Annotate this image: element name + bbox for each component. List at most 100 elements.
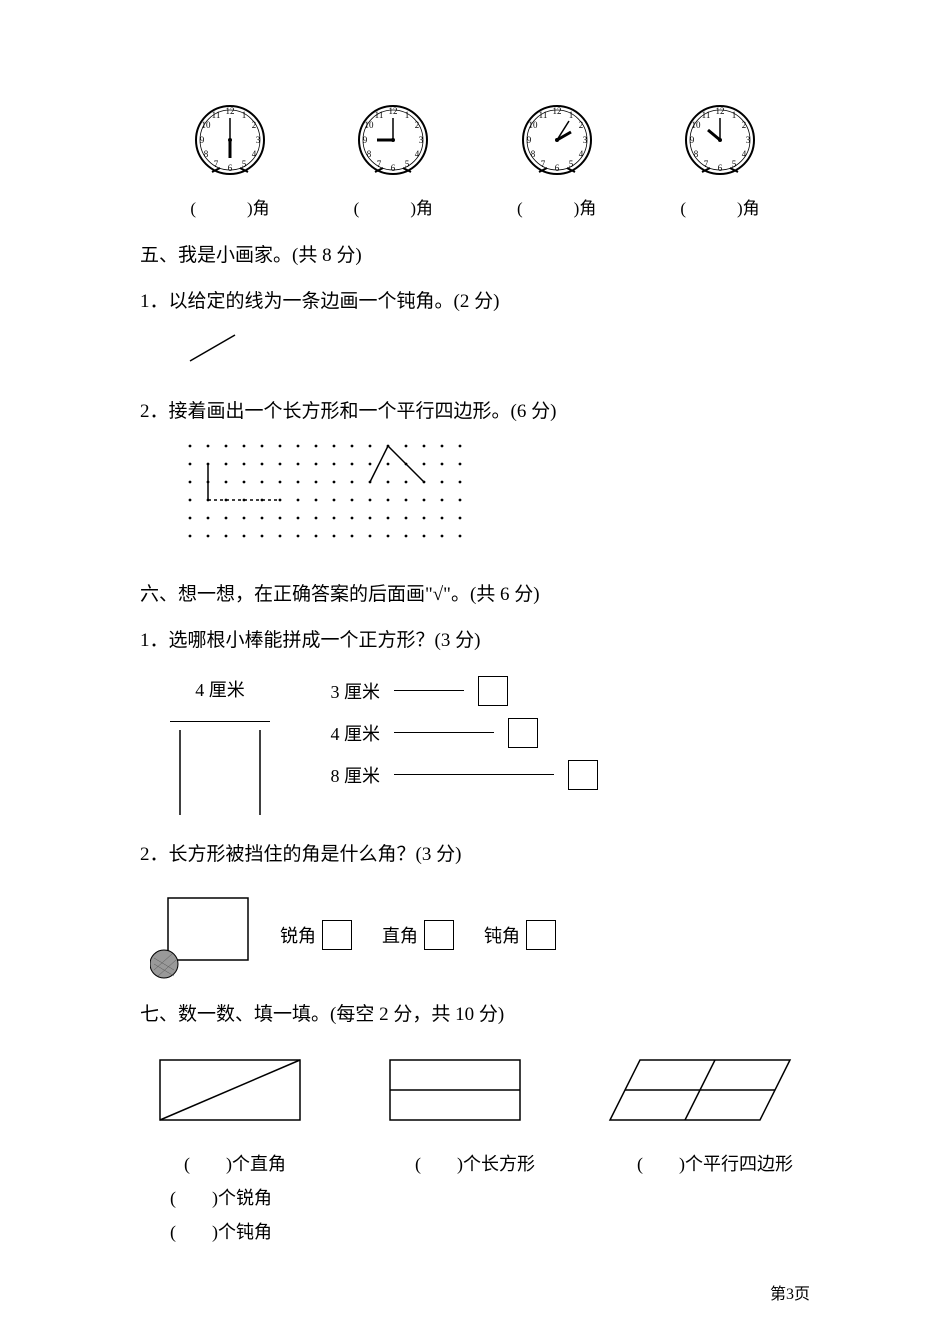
svg-text:9: 9 <box>200 135 205 145</box>
q7-shape-2 <box>380 1050 530 1136</box>
svg-text:9: 9 <box>526 135 531 145</box>
section7-header: 七、数一数、填一填。(每空 2 分，共 10 分) <box>140 998 810 1032</box>
section6-q1: 1．选哪根小棒能拼成一个正方形？(3 分) <box>140 624 810 658</box>
svg-text:8: 8 <box>367 149 372 159</box>
angle-options: 锐角 直角 钝角 <box>280 920 556 950</box>
svg-text:1: 1 <box>405 110 410 120</box>
paren-open: ( <box>517 199 523 218</box>
angle-suffix: )角 <box>574 199 597 218</box>
clock-label-2: ( )角 <box>333 194 453 219</box>
stick-checkbox-2[interactable] <box>508 718 538 748</box>
svg-text:11: 11 <box>212 110 221 120</box>
angle-opt-label-2: 直角 <box>382 922 418 948</box>
section5-q2: 2．接着画出一个长方形和一个平行四边形。(6 分) <box>140 395 810 429</box>
svg-text:1: 1 <box>732 110 737 120</box>
svg-text:4: 4 <box>742 149 747 159</box>
q7-shape-3 <box>600 1050 800 1136</box>
stick-line-1 <box>394 690 464 691</box>
svg-text:1: 1 <box>568 110 573 120</box>
paren-open: ( <box>190 199 196 218</box>
svg-text:3: 3 <box>419 135 424 145</box>
svg-text:7: 7 <box>540 159 545 169</box>
svg-text:9: 9 <box>363 135 368 145</box>
clock-face-3: 1212 345 678 91011 <box>517 100 597 180</box>
angle-opt-label-1: 锐角 <box>280 922 316 948</box>
svg-text:6: 6 <box>554 163 559 173</box>
angle-opt-label-3: 钝角 <box>484 922 520 948</box>
clock-face-1: 1212 345 678 91011 <box>190 100 270 180</box>
stick-opt-label-3: 8 厘米 <box>320 762 380 788</box>
svg-text:2: 2 <box>415 120 420 130</box>
q7-extra-1: ( )个锐角 <box>170 1184 800 1210</box>
q7-shapes-row <box>150 1050 800 1136</box>
stick-options: 3 厘米 4 厘米 8 厘米 <box>320 676 598 790</box>
section5-q1: 1．以给定的线为一条边画一个钝角。(2 分) <box>140 285 810 319</box>
angle-checkbox-3[interactable] <box>526 920 556 950</box>
clock-item-3: 1212 345 678 91011 ( )角 <box>497 100 617 219</box>
clock-label-4: ( )角 <box>660 194 780 219</box>
stick-option-3: 8 厘米 <box>320 760 598 790</box>
stick-opt-label-1: 3 厘米 <box>320 678 380 704</box>
svg-text:12: 12 <box>226 106 235 116</box>
angle-suffix: )角 <box>410 199 433 218</box>
q7-shape-1 <box>150 1050 310 1136</box>
svg-text:5: 5 <box>568 159 573 169</box>
paren-open: ( <box>354 199 360 218</box>
clock-label-3: ( )角 <box>497 194 617 219</box>
clock-item-1: 1212 345 678 91011 ( )角 <box>170 100 290 219</box>
svg-text:7: 7 <box>704 159 709 169</box>
angle-opt-right: 直角 <box>382 920 454 950</box>
sticks-block: 4 厘米 3 厘米 4 厘米 8 厘米 <box>170 676 810 820</box>
stick-checkbox-1[interactable] <box>478 676 508 706</box>
svg-text:2: 2 <box>252 120 257 130</box>
svg-text:5: 5 <box>242 159 247 169</box>
q7-label-1: ( )个直角 <box>150 1150 320 1176</box>
svg-text:2: 2 <box>578 120 583 130</box>
angle-suffix: )角 <box>737 199 760 218</box>
svg-text:12: 12 <box>389 106 398 116</box>
svg-text:4: 4 <box>252 149 257 159</box>
svg-text:8: 8 <box>530 149 535 159</box>
svg-text:5: 5 <box>732 159 737 169</box>
clock-face-2: 1212 345 678 91011 <box>353 100 433 180</box>
svg-text:11: 11 <box>702 110 711 120</box>
q7-label-2: ( )个长方形 <box>390 1150 560 1176</box>
stick-left: 4 厘米 <box>170 676 270 820</box>
svg-text:7: 7 <box>214 159 219 169</box>
svg-text:5: 5 <box>405 159 410 169</box>
stick-option-2: 4 厘米 <box>320 718 598 748</box>
page-number: 第3页 <box>770 1280 810 1304</box>
clock-row: 1212 345 678 91011 ( )角 1212 345 678 910… <box>170 100 780 219</box>
svg-text:6: 6 <box>391 163 396 173</box>
angle-checkbox-2[interactable] <box>424 920 454 950</box>
svg-text:9: 9 <box>690 135 695 145</box>
hidden-angle-block: 锐角 直角 钝角 <box>150 890 810 980</box>
svg-text:1: 1 <box>242 110 247 120</box>
svg-text:3: 3 <box>256 135 261 145</box>
svg-text:11: 11 <box>375 110 384 120</box>
dot-grid <box>180 440 810 566</box>
svg-text:12: 12 <box>715 106 724 116</box>
clock-item-2: 1212 345 678 91011 ( )角 <box>333 100 453 219</box>
angle-opt-obtuse: 钝角 <box>484 920 556 950</box>
clock-face-4: 1212 345 678 91011 <box>680 100 760 180</box>
stick-checkbox-3[interactable] <box>568 760 598 790</box>
paren-open: ( <box>680 199 686 218</box>
svg-text:3: 3 <box>582 135 587 145</box>
q7-extra-2: ( )个钝角 <box>170 1218 800 1244</box>
svg-text:10: 10 <box>202 120 212 130</box>
svg-text:3: 3 <box>746 135 751 145</box>
clock-item-4: 1212 345 678 91011 ( )角 <box>660 100 780 219</box>
angle-opt-acute: 锐角 <box>280 920 352 950</box>
svg-text:10: 10 <box>528 120 538 130</box>
svg-text:4: 4 <box>415 149 420 159</box>
svg-text:10: 10 <box>365 120 375 130</box>
svg-text:2: 2 <box>742 120 747 130</box>
stick-line-2 <box>394 732 494 733</box>
angle-checkbox-1[interactable] <box>322 920 352 950</box>
svg-text:8: 8 <box>694 149 699 159</box>
q7-label-3: ( )个平行四边形 <box>630 1150 800 1176</box>
svg-text:4: 4 <box>578 149 583 159</box>
svg-text:8: 8 <box>204 149 209 159</box>
stick-line-3 <box>394 774 554 775</box>
